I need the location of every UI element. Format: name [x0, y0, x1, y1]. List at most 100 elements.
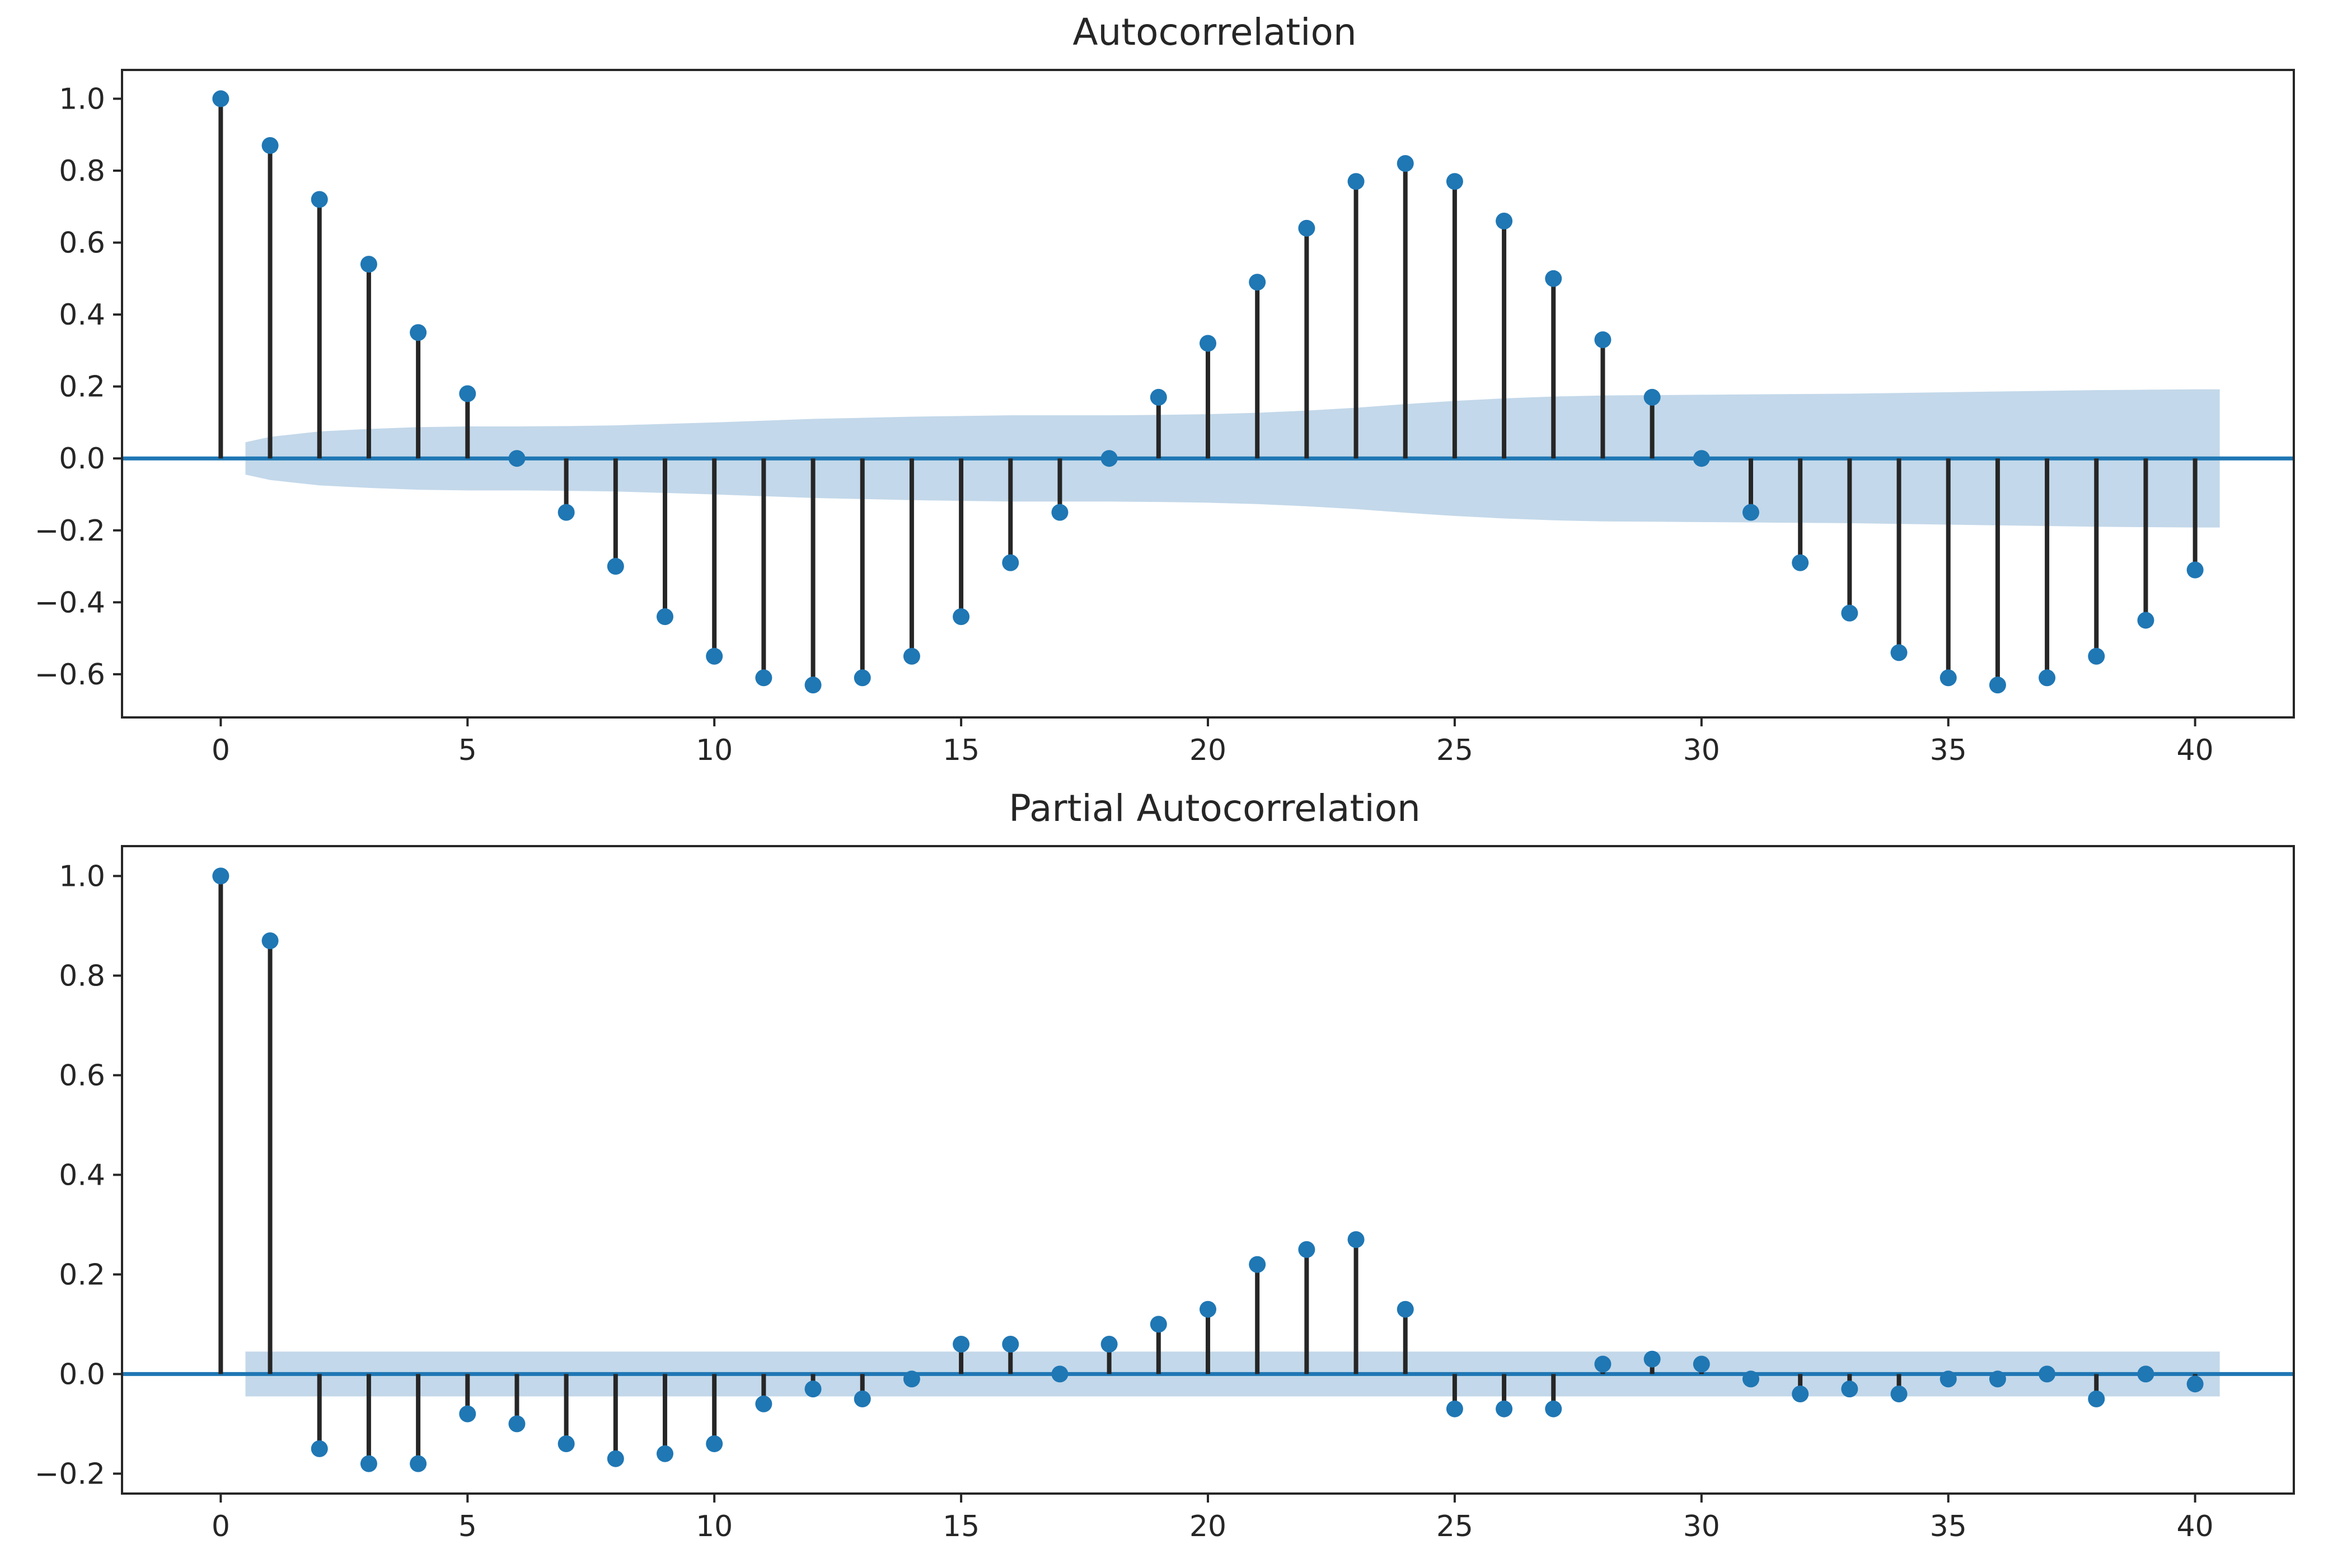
- pacf-point-lag-6: [508, 1415, 526, 1433]
- acf-point-lag-26: [1496, 212, 1513, 229]
- pacf-point-lag-32: [1792, 1386, 1809, 1402]
- acf-point-lag-30: [1693, 450, 1710, 467]
- acf-xtick-label-20: 20: [1189, 734, 1226, 767]
- acf-ytick-label-7: 0.8: [59, 154, 105, 188]
- acf-point-lag-8: [607, 558, 624, 575]
- acf-point-lag-34: [1890, 644, 1908, 661]
- pacf-point-lag-28: [1594, 1355, 1611, 1373]
- pacf-point-lag-5: [459, 1405, 476, 1423]
- acf-ytick-label-4: 0.2: [59, 370, 105, 404]
- pacf-point-lag-14: [903, 1370, 920, 1388]
- acf-point-lag-11: [755, 669, 772, 687]
- pacf-point-lag-33: [1841, 1381, 1858, 1398]
- acf-point-lag-6: [508, 450, 526, 467]
- pacf-point-lag-20: [1200, 1301, 1216, 1318]
- pacf-point-lag-38: [2088, 1390, 2105, 1407]
- pacf-point-lag-29: [1643, 1350, 1661, 1368]
- acf-point-lag-28: [1594, 331, 1611, 349]
- acf-xtick-label-5: 5: [458, 734, 477, 767]
- pacf-point-lag-0: [212, 867, 229, 885]
- acf-point-lag-13: [854, 669, 871, 687]
- acf-xtick-label-40: 40: [2177, 734, 2214, 767]
- acf-point-lag-38: [2088, 647, 2105, 665]
- autocorrelation-plot: Autocorrelation 0 5 10 15 20 25 30 35 40 −0.6 −0.…: [35, 11, 2295, 767]
- acf-point-lag-9: [657, 608, 673, 626]
- acf-point-lag-2: [311, 191, 328, 208]
- acf-xtick-label-15: 15: [943, 734, 980, 767]
- pacf-point-lag-10: [706, 1435, 723, 1452]
- partial-autocorrelation-plot: Partial Autocorrelation 0 5 10 15 20 25 30 35 40…: [35, 787, 2295, 1543]
- pacf-point-lag-39: [2137, 1365, 2154, 1383]
- acf-point-lag-0: [212, 90, 229, 107]
- pacf-point-lag-31: [1742, 1370, 1759, 1388]
- pacf-point-lag-1: [261, 932, 279, 950]
- pacf-point-lag-27: [1545, 1400, 1562, 1417]
- acf-point-lag-23: [1347, 173, 1365, 190]
- pacf-point-lag-15: [953, 1336, 970, 1353]
- pacf-ytick-label-0: −0.2: [35, 1457, 105, 1491]
- acf-point-lag-33: [1841, 604, 1858, 622]
- pacf-point-lag-18: [1100, 1336, 1118, 1353]
- acf-xtick-label-0: 0: [212, 734, 230, 767]
- pacf-point-lag-2: [311, 1440, 328, 1457]
- pacf-point-lag-3: [360, 1455, 377, 1472]
- acf-point-lag-27: [1545, 270, 1562, 287]
- acf-xtick-label-35: 35: [1930, 734, 1967, 767]
- pacf-ytick-label-4: 0.6: [59, 1059, 105, 1092]
- acf-point-lag-15: [953, 608, 970, 626]
- acf-point-lag-22: [1298, 219, 1315, 237]
- acf-point-lag-19: [1150, 388, 1167, 406]
- acf-point-lag-1: [261, 137, 279, 154]
- pacf-xtick-label-25: 25: [1436, 1510, 1473, 1543]
- pacf-point-lag-26: [1496, 1400, 1513, 1417]
- pacf-point-lag-12: [804, 1381, 822, 1398]
- acf-xtick-label-10: 10: [696, 734, 733, 767]
- pacf-point-lag-25: [1446, 1400, 1463, 1417]
- pacf-xtick-label-15: 15: [943, 1510, 980, 1543]
- pacf-point-lag-4: [410, 1455, 427, 1472]
- acf-point-lag-4: [410, 324, 427, 341]
- acf-ytick-label-0: −0.6: [35, 658, 105, 692]
- pacf-point-lag-35: [1940, 1370, 1957, 1388]
- pacf-xtick-label-5: 5: [458, 1510, 477, 1543]
- pacf-point-lag-24: [1397, 1301, 1414, 1318]
- acf-point-lag-36: [1989, 677, 2006, 694]
- pacf-xtick-label-30: 30: [1683, 1510, 1720, 1543]
- acf-ytick-label-6: 0.6: [59, 227, 105, 260]
- acf-ytick-label-3: 0.0: [59, 442, 105, 476]
- pacf-xtick-label-40: 40: [2177, 1510, 2214, 1543]
- pacf-ytick-label-1: 0.0: [59, 1358, 105, 1391]
- acf-ytick-label-2: −0.2: [35, 514, 105, 548]
- pacf-point-lag-21: [1249, 1256, 1266, 1273]
- acf-point-lag-5: [459, 385, 476, 402]
- acf-point-lag-39: [2137, 612, 2154, 629]
- pacf-point-lag-7: [558, 1435, 575, 1452]
- acf-point-lag-14: [903, 647, 920, 665]
- acf-point-lag-7: [558, 504, 575, 521]
- pacf-ytick-label-3: 0.4: [59, 1158, 105, 1192]
- pacf-point-lag-23: [1347, 1231, 1365, 1248]
- acf-point-lag-35: [1940, 669, 1957, 687]
- pacf-xtick-label-35: 35: [1930, 1510, 1967, 1543]
- acf-point-lag-3: [360, 256, 377, 273]
- acf-xtick-label-25: 25: [1436, 734, 1473, 767]
- pacf-ytick-label-6: 1.0: [59, 860, 105, 893]
- pacf-point-lag-40: [2186, 1375, 2204, 1393]
- acf-point-lag-12: [804, 677, 822, 694]
- pacf-point-lag-13: [854, 1390, 871, 1407]
- pacf-xtick-label-10: 10: [696, 1510, 733, 1543]
- pacf-point-lag-22: [1298, 1241, 1315, 1258]
- acf-ytick-label-1: −0.4: [35, 586, 105, 619]
- pacf-point-lag-9: [657, 1445, 673, 1462]
- acf-ytick-label-8: 1.0: [59, 82, 105, 116]
- pacf-ytick-label-2: 0.2: [59, 1258, 105, 1292]
- acf-point-lag-20: [1200, 335, 1216, 352]
- acf-point-lag-25: [1446, 173, 1463, 190]
- acf-point-lag-24: [1397, 155, 1414, 172]
- pacf-ytick-label-5: 0.8: [59, 959, 105, 993]
- acf-ytick-label-5: 0.4: [59, 298, 105, 332]
- pacf-xtick-label-0: 0: [212, 1510, 230, 1543]
- acf-point-lag-18: [1100, 450, 1118, 467]
- acf-xtick-label-30: 30: [1683, 734, 1720, 767]
